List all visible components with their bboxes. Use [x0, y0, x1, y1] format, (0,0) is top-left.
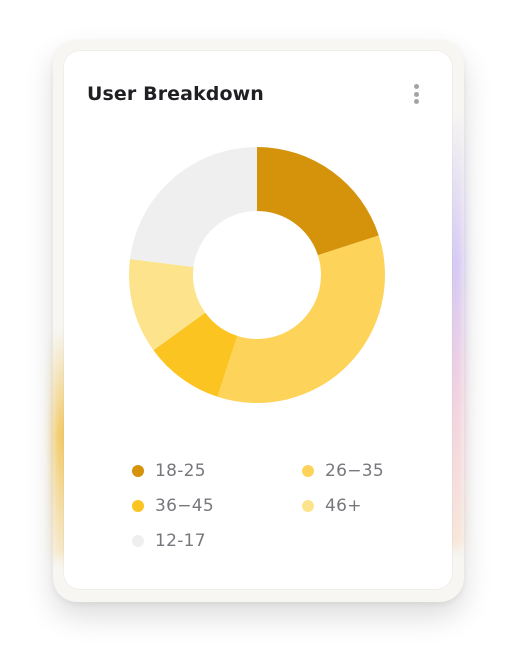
- legend-item[interactable]: 36−45: [132, 494, 214, 518]
- donut-slice-4[interactable]: [130, 147, 257, 267]
- donut-slice-2[interactable]: [153, 312, 238, 397]
- card-title: User Breakdown: [87, 83, 264, 105]
- donut-slice-0[interactable]: [257, 147, 379, 256]
- donut-slice-3[interactable]: [129, 258, 206, 351]
- kebab-dot: [414, 84, 419, 89]
- donut-chart: [129, 147, 385, 403]
- kebab-dot: [414, 91, 419, 97]
- legend-item[interactable]: 18-25: [132, 459, 206, 483]
- legend-swatch: [132, 465, 144, 477]
- legend-label: 18-25: [155, 461, 206, 481]
- legend-swatch: [132, 535, 144, 547]
- more-vertical-icon[interactable]: [406, 81, 426, 107]
- legend-label: 36−45: [155, 496, 215, 516]
- legend-item[interactable]: 26−35: [302, 459, 384, 483]
- donut-slice-1[interactable]: [217, 235, 385, 403]
- legend-label: 26−35: [325, 461, 385, 481]
- kebab-dot: [414, 99, 419, 104]
- legend-item[interactable]: 46+: [302, 494, 362, 518]
- legend-swatch: [302, 465, 314, 477]
- legend-label: 12-17: [155, 531, 206, 551]
- user-breakdown-card: User Breakdown 18-25 26−35 36−45 46+ 12-17: [64, 51, 452, 589]
- legend-item[interactable]: 12-17: [132, 529, 206, 553]
- legend-label: 46+: [325, 496, 362, 516]
- legend-swatch: [302, 500, 314, 512]
- legend-swatch: [132, 500, 144, 512]
